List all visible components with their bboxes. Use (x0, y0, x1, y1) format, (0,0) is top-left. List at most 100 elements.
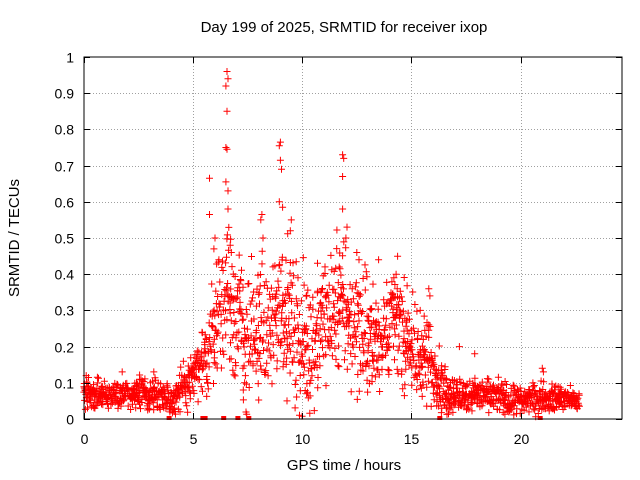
data-point (247, 332, 255, 340)
data-point (231, 372, 239, 380)
y-axis-label: SRMTID / TECUs (6, 179, 23, 297)
data-point (241, 324, 248, 332)
data-point (276, 261, 284, 269)
data-point (293, 393, 301, 401)
data-point (265, 347, 273, 355)
data-point (342, 234, 350, 242)
data-point (539, 368, 547, 376)
x-tick-label: 20 (514, 431, 530, 447)
data-point (294, 302, 301, 310)
data-point (248, 253, 255, 260)
data-point (451, 401, 459, 409)
data-point (399, 385, 407, 393)
zero-marker (166, 416, 172, 420)
data-point (400, 392, 408, 400)
data-point (241, 379, 249, 387)
data-point (322, 382, 330, 390)
data-point (227, 285, 235, 293)
y-tick-label: 1 (66, 50, 74, 66)
data-point (394, 346, 402, 354)
y-tick-label: 0 (66, 412, 74, 428)
data-point (392, 321, 400, 329)
data-point (205, 363, 213, 371)
data-point (262, 317, 270, 325)
data-point (538, 364, 546, 372)
data-point (283, 354, 291, 362)
data-point (286, 369, 294, 377)
data-point (225, 223, 233, 231)
data-point (323, 304, 331, 312)
data-point (259, 234, 267, 242)
data-point (176, 393, 184, 401)
data-point (286, 294, 294, 302)
data-point (185, 378, 193, 386)
data-point (318, 286, 326, 294)
data-point (522, 403, 530, 411)
data-point (375, 371, 383, 379)
data-point (333, 226, 341, 234)
data-point (335, 309, 343, 317)
data-point (201, 331, 209, 339)
data-point (223, 316, 231, 324)
data-point (372, 299, 380, 307)
data-point (307, 376, 315, 384)
data-point (346, 281, 354, 289)
data-point (211, 234, 219, 242)
data-point (232, 362, 240, 370)
data-point (442, 404, 450, 412)
data-point (471, 374, 479, 382)
data-point (391, 356, 398, 364)
data-point (359, 340, 367, 348)
data-point (331, 289, 339, 297)
data-point (273, 365, 281, 373)
data-point (413, 307, 421, 315)
data-point (312, 358, 320, 366)
y-tick-label: 0.5 (55, 231, 75, 247)
data-point (223, 107, 231, 115)
data-point (400, 335, 408, 343)
data-point (421, 371, 429, 379)
data-point (222, 178, 230, 186)
data-point (129, 386, 137, 394)
data-point (573, 396, 581, 404)
data-point (238, 310, 246, 318)
data-point (384, 339, 392, 347)
data-point (322, 351, 330, 359)
data-point (231, 273, 239, 280)
data-point (314, 259, 321, 267)
data-point (485, 409, 493, 417)
data-point (203, 392, 211, 400)
data-point (264, 313, 272, 321)
data-point (431, 352, 439, 360)
data-point (282, 256, 290, 264)
data-point (419, 335, 427, 343)
data-point (272, 307, 280, 315)
data-point (303, 291, 311, 299)
data-point (242, 306, 250, 313)
data-point (393, 365, 401, 373)
data-point (285, 321, 293, 329)
data-point (299, 338, 307, 346)
data-point (369, 280, 377, 288)
data-point (525, 408, 533, 416)
data-point (340, 154, 348, 162)
data-point (400, 274, 408, 281)
data-point (315, 353, 323, 361)
data-point (227, 339, 234, 347)
data-point (353, 338, 360, 346)
data-point (279, 329, 287, 337)
data-point (442, 391, 450, 399)
data-point (306, 409, 314, 417)
data-point (224, 280, 232, 287)
data-point (441, 363, 449, 371)
data-point (298, 359, 306, 367)
data-point (224, 187, 232, 195)
data-point (253, 285, 261, 293)
axis-ticks: 00.10.20.30.40.50.60.70.80.910 5 10 15 20 (55, 50, 622, 447)
data-point (412, 362, 420, 370)
data-point (413, 376, 421, 383)
data-point (380, 296, 388, 304)
data-point (367, 335, 375, 343)
data-point (91, 404, 99, 412)
data-point (302, 346, 310, 354)
